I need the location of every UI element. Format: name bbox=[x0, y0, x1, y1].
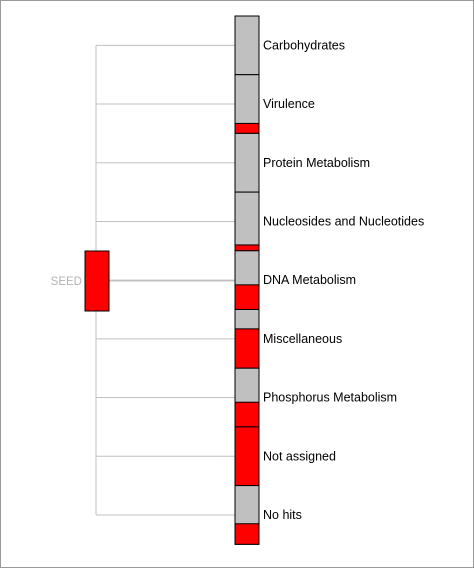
category-hit-bar bbox=[234, 426, 260, 487]
category-hit-bar bbox=[234, 523, 260, 545]
category-label: Carbohydrates bbox=[263, 38, 345, 52]
category-box[interactable] bbox=[234, 15, 260, 76]
category-hit-bar bbox=[234, 328, 260, 369]
category-hit-bar bbox=[234, 401, 260, 428]
root-node[interactable]: SEED bbox=[51, 250, 110, 312]
category-label: No hits bbox=[263, 508, 302, 522]
category-hit-bar bbox=[234, 284, 260, 311]
category-label: Miscellaneous bbox=[263, 332, 342, 346]
category-label: Protein Metabolism bbox=[263, 156, 370, 170]
root-box[interactable] bbox=[84, 250, 110, 312]
category-label: DNA Metabolism bbox=[263, 273, 356, 287]
category-label: Not assigned bbox=[263, 449, 336, 463]
category-box[interactable] bbox=[234, 191, 260, 252]
category-labels: Carbohydrates Virulence Protein Metabolism… bbox=[263, 38, 424, 522]
category-label: Phosphorus Metabolism bbox=[263, 391, 397, 405]
category-hit-bar bbox=[234, 244, 260, 252]
root-label: SEED bbox=[51, 276, 82, 288]
connectors bbox=[95, 44, 235, 516]
category-hit-bar bbox=[234, 122, 260, 134]
category-label: Nucleosides and Nucleotides bbox=[263, 214, 424, 228]
category-box[interactable] bbox=[234, 132, 260, 193]
category-label: Virulence bbox=[263, 97, 315, 111]
category-stack bbox=[234, 15, 260, 545]
